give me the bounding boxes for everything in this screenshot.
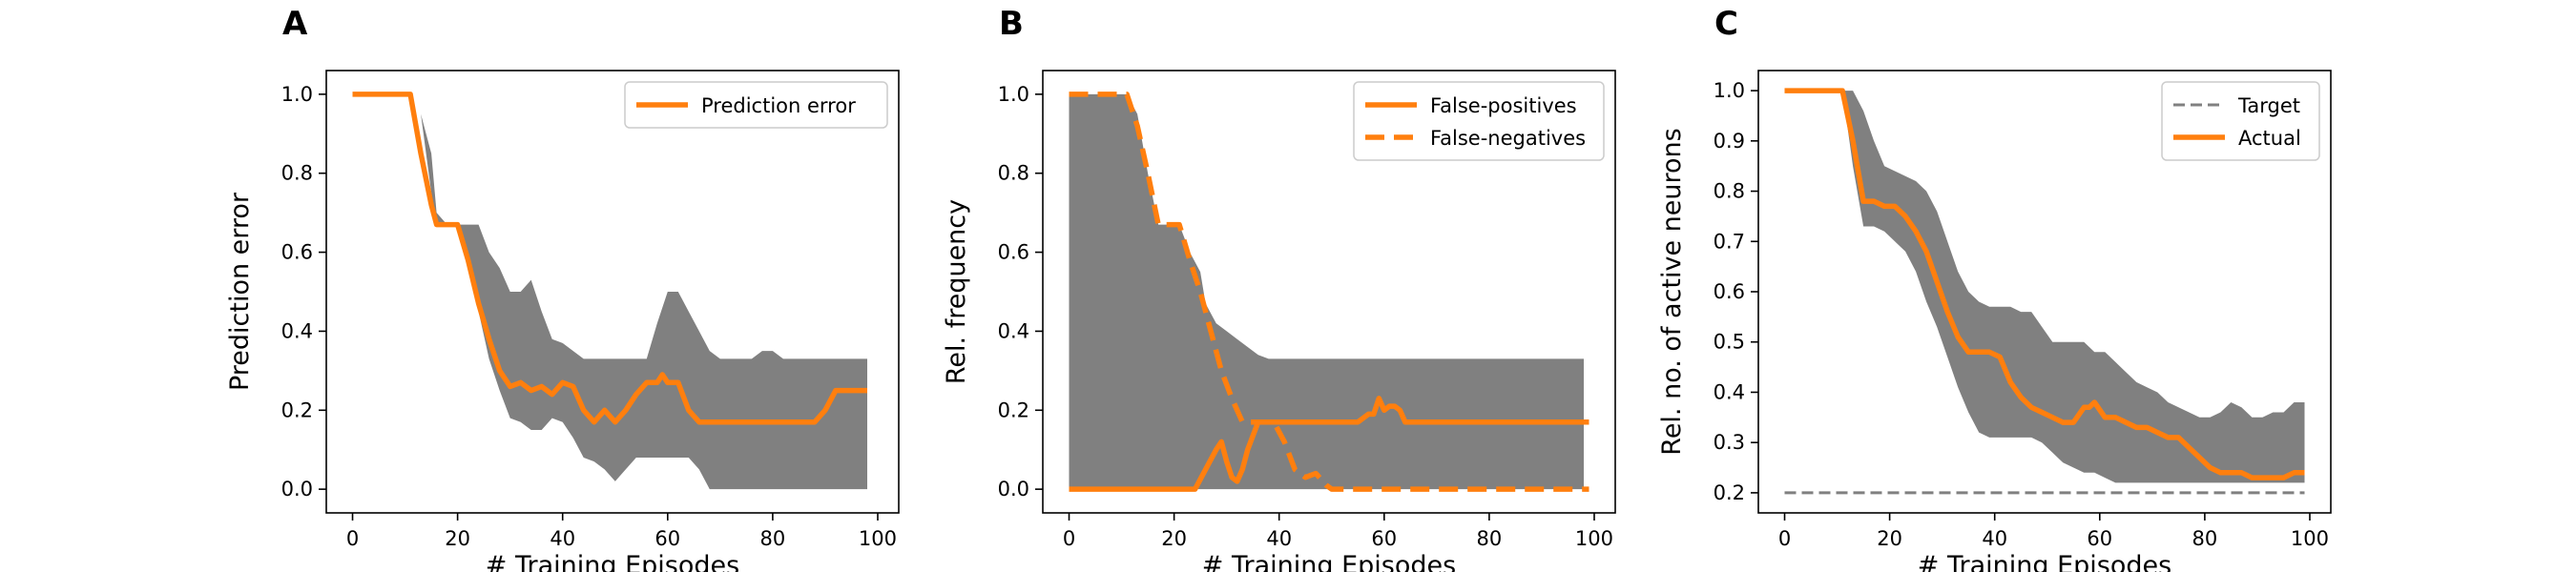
y-tick-label: 0.2 — [281, 398, 313, 421]
y-tick-label: 0.8 — [998, 162, 1029, 185]
x-axis-label: # Training Episodes — [1918, 551, 2171, 572]
y-axis-label: Prediction error — [225, 192, 255, 391]
x-tick-label: 40 — [550, 527, 575, 550]
y-tick-label: 0.6 — [281, 241, 313, 264]
legend-label: Prediction error — [701, 94, 856, 117]
series-line-prediction-error — [352, 92, 867, 425]
y-tick-label: 1.0 — [281, 83, 313, 106]
y-tick-label: 1.0 — [998, 83, 1029, 106]
x-tick-label: 40 — [1266, 527, 1292, 550]
x-tick-label: 0 — [1778, 527, 1791, 550]
x-tick-label: 100 — [859, 527, 897, 550]
y-tick-label: 0.9 — [1714, 130, 1745, 153]
legend: False-positives False-negatives — [1353, 81, 1605, 161]
y-tick-label: 0.8 — [281, 162, 313, 185]
legend-label: False-positives — [1430, 94, 1577, 117]
y-axis-label: Rel. no. of active neurons — [1657, 128, 1687, 455]
y-tick-label: 0.0 — [281, 478, 313, 500]
y-tick-label: 0.7 — [1714, 230, 1745, 253]
series-line-false-positives — [1069, 396, 1589, 492]
legend-box — [624, 81, 888, 129]
x-tick-label: 100 — [2291, 527, 2329, 550]
confidence-band — [1069, 93, 1584, 490]
confidence-band — [1784, 91, 2305, 483]
x-tick-label: 80 — [760, 527, 786, 550]
panel-letter: B — [999, 5, 1024, 43]
y-tick-label: 0.4 — [1714, 380, 1745, 403]
x-tick-label: 20 — [1161, 527, 1187, 550]
y-tick-label: 0.0 — [998, 478, 1029, 500]
x-tick-label: 80 — [2192, 527, 2218, 550]
y-tick-label: 0.4 — [281, 319, 313, 342]
legend: Target Actual — [2161, 81, 2320, 161]
y-tick-label: 0.3 — [1714, 431, 1745, 454]
y-tick-label: 0.6 — [1714, 280, 1745, 303]
y-tick-label: 0.8 — [1714, 180, 1745, 203]
x-tick-label: 0 — [1063, 527, 1075, 550]
x-axis-label: # Training Episodes — [1202, 551, 1456, 572]
legend: Prediction error — [624, 81, 888, 129]
x-tick-label: 60 — [654, 527, 680, 550]
y-tick-label: 0.2 — [1714, 481, 1745, 504]
series-line-actual — [1784, 88, 2305, 480]
x-tick-label: 100 — [1575, 527, 1613, 550]
x-tick-label: 0 — [346, 527, 359, 550]
legend-box — [2161, 81, 2320, 161]
legend-box — [1353, 81, 1605, 161]
y-tick-label: 0.2 — [998, 398, 1029, 421]
panel-a: A 0 20 40 60 80 100 0.0 0.2 0.4 0.6 0.8 1.0 # Trainin… — [225, 5, 900, 572]
x-tick-label: 60 — [1371, 527, 1397, 550]
y-tick-label: 0.5 — [1714, 331, 1745, 354]
x-tick-label: 20 — [1877, 527, 1902, 550]
panel-b: B 0 20 40 60 80 100 0.0 0.2 0.4 0.6 0.8 1.0 # Trainin… — [942, 5, 1616, 572]
y-tick-label: 0.6 — [998, 241, 1029, 264]
confidence-band — [352, 93, 867, 490]
axes-frame — [1042, 70, 1616, 514]
x-tick-label: 40 — [1982, 527, 2007, 550]
x-tick-label: 80 — [1477, 527, 1503, 550]
x-tick-label: 60 — [2087, 527, 2112, 550]
y-axis-label: Rel. frequency — [942, 199, 971, 384]
y-tick-label: 1.0 — [1714, 79, 1745, 102]
legend-label: Target — [2237, 94, 2300, 117]
x-axis-label: # Training Episodes — [486, 551, 739, 572]
panel-letter: C — [1714, 5, 1738, 43]
panel-letter: A — [282, 5, 308, 43]
axes-frame — [325, 70, 900, 514]
panel-c: C 0 20 40 60 80 100 0.2 0.3 0.4 0.5 0.6 0.7 0.8 0.9 1.0… — [1657, 5, 2332, 572]
y-tick-label: 0.4 — [998, 319, 1029, 342]
x-tick-label: 20 — [445, 527, 470, 550]
legend-label: False-negatives — [1430, 127, 1586, 150]
series-line-false-negatives — [1069, 92, 1589, 492]
legend-label: Actual — [2238, 127, 2301, 150]
